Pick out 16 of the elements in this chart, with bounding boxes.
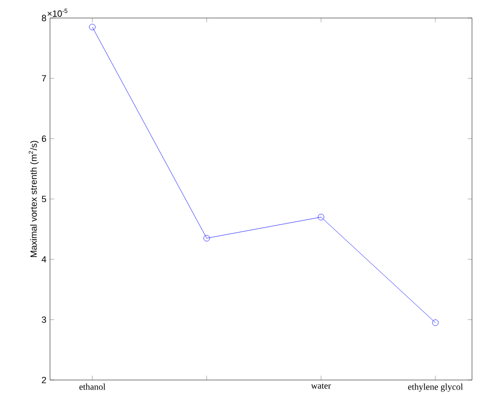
y-axis-title: Maximal vortex strenth (m$^{2}$/s) bbox=[28, 140, 39, 257]
y-tick-label: 4 bbox=[42, 256, 46, 262]
y-tick-label: 2 bbox=[42, 376, 46, 384]
point bbox=[89, 24, 96, 30]
y-tick-label: 8 bbox=[42, 14, 46, 22]
y-tick-label: 5 bbox=[42, 196, 46, 202]
text: ×10$^{-5}$ bbox=[48, 8, 68, 17]
point bbox=[203, 235, 210, 242]
point bbox=[432, 319, 439, 326]
y-tick-label: 3 bbox=[42, 316, 46, 323]
y-tick-label: 6 bbox=[42, 135, 46, 142]
y-tick-label: 7 bbox=[42, 75, 46, 82]
x-tick-label: ethanol bbox=[79, 384, 106, 390]
x-tick-label: ethylene glycol bbox=[408, 384, 463, 392]
x-tick-label: water bbox=[311, 384, 331, 389]
point bbox=[318, 214, 324, 220]
